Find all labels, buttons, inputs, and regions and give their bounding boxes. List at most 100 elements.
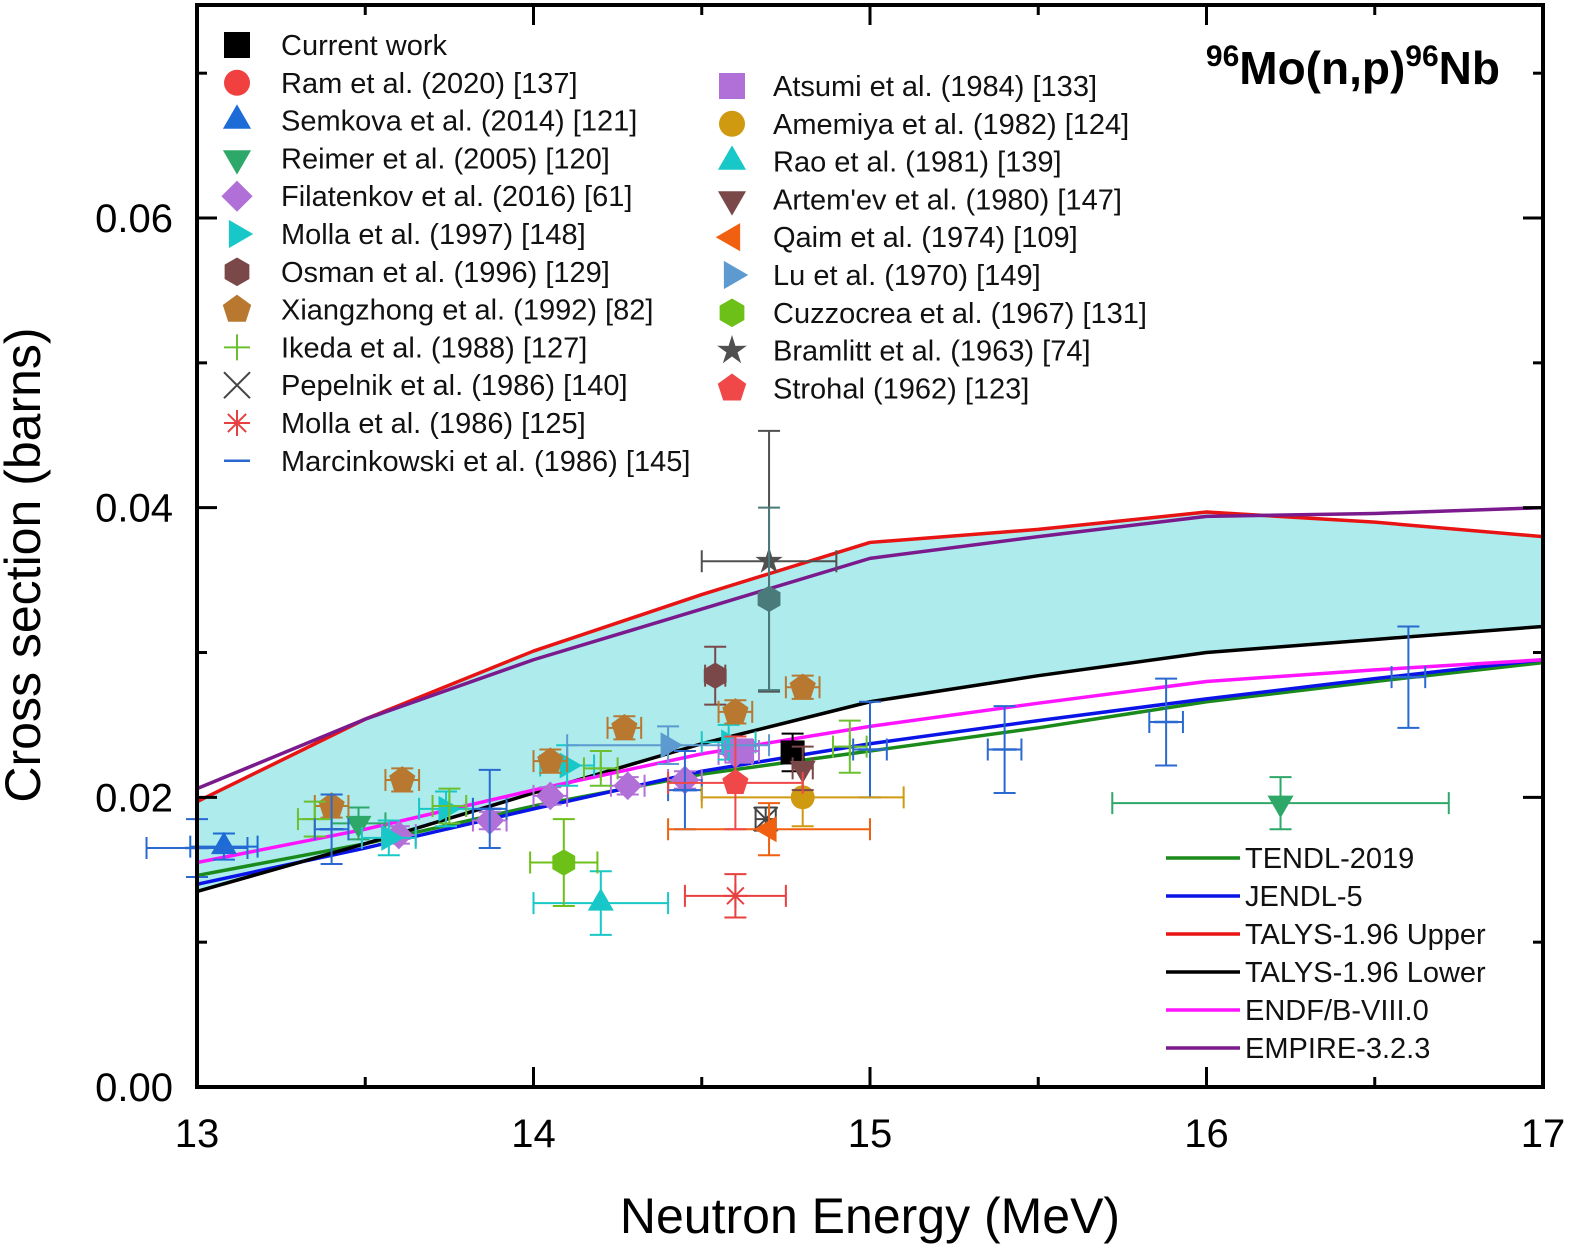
legend-markers: Current work Ram et al. (2020) [137] Semko… — [221, 30, 1147, 478]
data-point — [587, 888, 614, 911]
legend-marker-icon — [723, 260, 749, 290]
legend-item-xiangzhong-et-al-1992-82: Xiangzhong et al. (1992) [82] — [222, 295, 653, 327]
legend-label: Molla et al. (1997) [148] — [281, 219, 586, 251]
data-point — [611, 714, 638, 739]
legend-label: Ikeda et al. (1988) [127] — [281, 332, 587, 364]
x-tick-label: 14 — [511, 1112, 556, 1156]
data-point — [789, 673, 816, 699]
data-point — [790, 785, 815, 810]
pentagon-marker — [789, 673, 816, 699]
triangle-down-marker — [1267, 795, 1294, 819]
triangle-right-marker — [660, 732, 684, 759]
y-tick-label: 0.04 — [95, 487, 173, 531]
legend-marker-icon — [224, 410, 250, 436]
asterisk-marker — [224, 410, 250, 436]
x-tick-label: 16 — [1184, 1112, 1229, 1156]
hexagon-marker — [224, 257, 250, 287]
legend-label: Filatenkov et al. (2016) [61] — [281, 181, 632, 213]
title-mass-number-1: 96 — [1206, 40, 1239, 73]
diamond-marker — [221, 180, 253, 212]
hexagon-marker — [719, 298, 745, 328]
legend-label: TALYS-1.96 Lower — [1245, 957, 1486, 989]
data-point — [613, 771, 643, 801]
legend-item-amemiya-et-al-1982-124: Amemiya et al. (1982) [124] — [719, 109, 1129, 141]
title-product: Nb — [1439, 42, 1500, 94]
legend-item-current-work: Current work — [224, 30, 447, 62]
legend-marker-icon — [715, 223, 741, 252]
data-point — [722, 698, 749, 724]
legend-item-rao-et-al-1981-139: Rao et al. (1981) [139] — [717, 145, 1062, 179]
title-mass-number-2: 96 — [1405, 40, 1438, 73]
plus-marker — [588, 756, 613, 781]
legend-marker-icon — [222, 104, 252, 129]
data-point — [559, 752, 583, 779]
y-tick-label: 0.00 — [95, 1066, 173, 1110]
x-tick-label: 15 — [848, 1112, 893, 1156]
legend-item-molla-et-al-1986-125: Molla et al. (1986) [125] — [224, 408, 586, 440]
data-point — [1267, 795, 1294, 819]
triangle-right-marker — [381, 824, 404, 851]
diamond-marker — [384, 820, 414, 850]
series-marcinkowski-et-al-1986-145 — [145, 625, 1427, 878]
error-bar — [667, 802, 871, 857]
triangle-right-marker — [723, 260, 749, 290]
legend-lines: TENDL-2019 JENDL-5 TALYS-1.96 Upper TALYS-1… — [1166, 843, 1486, 1065]
triangle-left-marker — [754, 816, 777, 843]
legend-marker-icon — [222, 150, 252, 175]
legend-item-cuzzocrea-et-al-1967-131: Cuzzocrea et al. (1967) [131] — [719, 298, 1147, 330]
legend-item-osman-et-al-1996-129: Osman et al. (1996) [129] — [224, 257, 610, 289]
pentagon-marker — [389, 766, 416, 792]
triangle-down-marker — [345, 815, 372, 839]
legend-label: Atsumi et al. (1984) [133] — [773, 71, 1097, 103]
legend-item-empire-3-2-3: EMPIRE-3.2.3 — [1166, 1033, 1430, 1065]
series-strohal-1962-123 — [667, 735, 804, 831]
triangle-down-marker — [222, 150, 252, 175]
x-axis-title: Neutron Energy (MeV) — [620, 1188, 1120, 1244]
y-tick-label: 0.02 — [95, 776, 173, 820]
data-point — [381, 824, 404, 851]
hexagon-marker — [552, 849, 576, 876]
legend-marker-icon — [224, 257, 250, 287]
legend-item-atsumi-et-al-1984-133: Atsumi et al. (1984) [133] — [719, 71, 1097, 103]
legend-item-endf-b-viii-0: ENDF/B-VIII.0 — [1166, 995, 1429, 1027]
legend-marker-icon — [719, 298, 745, 328]
triangle-up-marker — [717, 145, 747, 170]
hexagon-marker — [757, 585, 781, 613]
legend-item-reimer-et-al-2005-120: Reimer et al. (2005) [120] — [222, 143, 610, 175]
legend-marker-icon — [717, 191, 747, 216]
pentagon-marker — [611, 714, 638, 739]
legend-marker-icon — [224, 69, 250, 96]
plus-marker — [837, 734, 862, 759]
series-reimer-et-al-2005-120 — [330, 776, 1450, 841]
series-rao-et-al-1981-139 — [532, 870, 670, 936]
data-point — [723, 883, 748, 908]
series-xiangzhong-et-al-1992-82 — [313, 673, 821, 819]
legend-item-talys-1-96-upper: TALYS-1.96 Upper — [1166, 919, 1486, 951]
legend-item-qaim-et-al-1974-109: Qaim et al. (1974) [109] — [715, 222, 1078, 254]
legend-marker-icon — [719, 110, 745, 137]
legend-label: Molla et al. (1986) [125] — [281, 408, 586, 440]
legend-label: Osman et al. (1996) [129] — [281, 257, 610, 289]
legend-item-bramlitt-et-al-1963-74: Bramlitt et al. (1963) [74] — [717, 335, 1091, 368]
legend-label: Rao et al. (1981) [139] — [773, 147, 1062, 179]
legend-label: EMPIRE-3.2.3 — [1245, 1033, 1430, 1065]
circle-marker — [224, 69, 250, 96]
data-point — [552, 849, 576, 876]
diamond-marker — [535, 781, 565, 811]
legend-label: Bramlitt et al. (1963) [74] — [773, 336, 1091, 368]
legend-label: Lu et al. (1970) [149] — [773, 260, 1041, 292]
data-point — [660, 732, 684, 759]
chart-title: 96Mo(n,p)96Nb — [1206, 40, 1500, 94]
legend-label: ENDF/B-VIII.0 — [1245, 995, 1429, 1027]
square-marker — [719, 73, 745, 99]
legend-marker-icon — [224, 334, 250, 361]
plus-marker — [437, 794, 462, 819]
x-tick-label: 13 — [175, 1112, 220, 1156]
legend-label: Strohal (1962) [123] — [773, 373, 1029, 405]
legend-label: Qaim et al. (1974) [109] — [773, 222, 1078, 254]
x-tick-label: 17 — [1521, 1112, 1566, 1156]
legend-label: Semkova et al. (2014) [121] — [281, 106, 637, 138]
legend-item-strohal-1962-123: Strohal (1962) [123] — [717, 373, 1029, 405]
y-tick-labels: 0.00 0.02 0.04 0.06 — [95, 197, 173, 1110]
